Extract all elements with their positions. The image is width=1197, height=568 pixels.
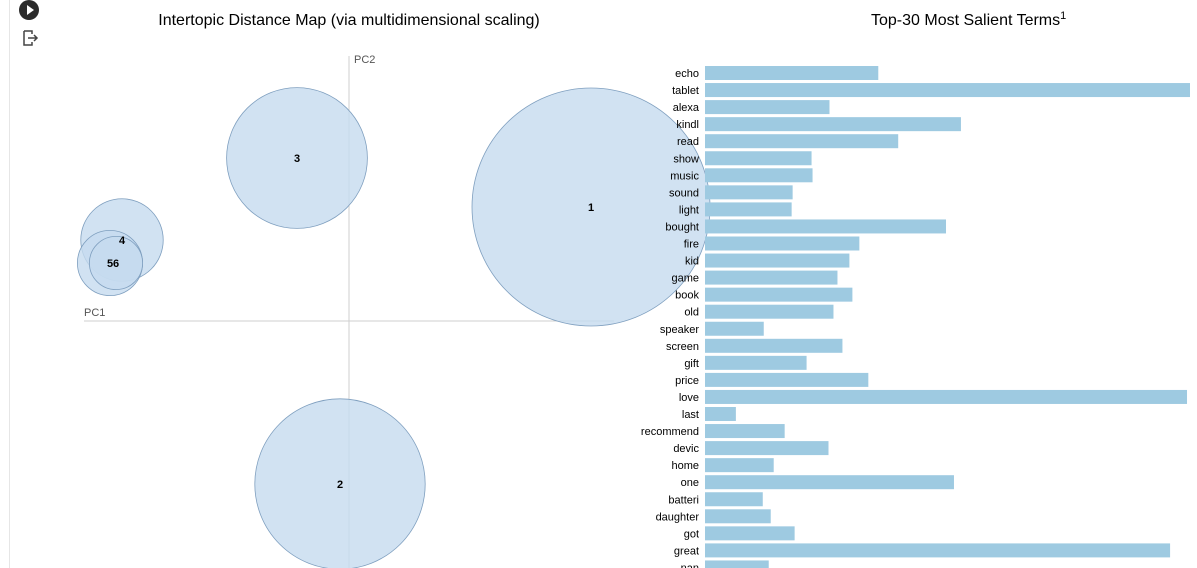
term-label-home[interactable]: home xyxy=(671,460,699,472)
term-label-gift[interactable]: gift xyxy=(684,358,699,370)
term-bar-price[interactable] xyxy=(705,372,869,387)
term-bars: echo tablet alexa kindl read show music sound li… xyxy=(641,66,1190,568)
term-label-tablet[interactable]: tablet xyxy=(672,85,699,97)
term-label-daughter[interactable]: daughter xyxy=(656,511,700,523)
term-bar-love[interactable] xyxy=(705,389,1188,404)
term-bar-light[interactable] xyxy=(705,202,792,217)
salient-terms-panel: Top-30 Most Salient Terms1 echo tablet ale… xyxy=(641,10,1190,568)
term-bar-fire[interactable] xyxy=(705,236,860,251)
term-bar-one[interactable] xyxy=(705,475,954,490)
cell-gutter xyxy=(0,0,10,568)
term-bar-alexa[interactable] xyxy=(705,100,830,115)
term-bar-kid[interactable] xyxy=(705,253,850,268)
intertopic-map: Intertopic Distance Map (via multidimens… xyxy=(77,12,711,568)
term-label-book[interactable]: book xyxy=(675,290,699,302)
term-label-kid[interactable]: kid xyxy=(685,256,699,268)
term-bar-great[interactable] xyxy=(705,543,1171,558)
term-bar-sound[interactable] xyxy=(705,185,793,200)
topic-label-6: 6 xyxy=(113,258,119,270)
output-icon[interactable] xyxy=(21,29,39,47)
term-bar-music[interactable] xyxy=(705,168,813,183)
term-label-great[interactable]: great xyxy=(674,545,699,557)
term-bar-screen[interactable] xyxy=(705,338,843,353)
term-label-kindl[interactable]: kindl xyxy=(676,119,699,131)
term-label-recommend[interactable]: recommend xyxy=(641,426,699,438)
term-label-light[interactable]: light xyxy=(679,204,699,216)
term-label-show[interactable]: show xyxy=(673,153,699,165)
pc1-label: PC1 xyxy=(84,307,105,319)
terms-title: Top-30 Most Salient Terms1 xyxy=(871,10,1066,29)
term-bar-tablet[interactable] xyxy=(705,83,1190,98)
term-bar-batteri[interactable] xyxy=(705,492,763,507)
topic-label-3: 3 xyxy=(294,153,300,165)
term-bar-home[interactable] xyxy=(705,458,774,473)
term-label-alexa[interactable]: alexa xyxy=(673,102,700,114)
topic-circle-3[interactable] xyxy=(226,87,368,229)
term-bar-read[interactable] xyxy=(705,134,899,149)
term-label-devic[interactable]: devic xyxy=(673,443,699,455)
term-label-batteri[interactable]: batteri xyxy=(668,494,699,506)
term-bar-speaker[interactable] xyxy=(705,321,764,336)
term-bar-recommend[interactable] xyxy=(705,424,785,439)
term-label-last[interactable]: last xyxy=(682,409,699,421)
term-bar-devic[interactable] xyxy=(705,441,829,456)
topic-circle-6[interactable] xyxy=(88,235,144,291)
term-label-music[interactable]: music xyxy=(670,170,699,182)
term-bar-daughter[interactable] xyxy=(705,509,771,524)
term-bar-kindl[interactable] xyxy=(705,117,961,132)
term-bar-book[interactable] xyxy=(705,287,853,302)
term-bar-old[interactable] xyxy=(705,304,834,319)
term-label-price[interactable]: price xyxy=(675,375,699,387)
term-label-speaker[interactable]: speaker xyxy=(660,324,699,336)
term-label-old[interactable]: old xyxy=(684,307,699,319)
term-label-nan[interactable]: nan xyxy=(681,562,699,568)
topic-label-4: 4 xyxy=(119,235,126,247)
term-bar-got[interactable] xyxy=(705,526,795,541)
term-bar-game[interactable] xyxy=(705,270,838,285)
term-label-fire[interactable]: fire xyxy=(684,239,699,251)
term-bar-gift[interactable] xyxy=(705,355,807,370)
term-label-one[interactable]: one xyxy=(681,477,699,489)
term-bar-show[interactable] xyxy=(705,151,812,166)
term-label-bought[interactable]: bought xyxy=(665,221,699,233)
pc2-label: PC2 xyxy=(354,54,375,66)
term-bar-echo[interactable] xyxy=(705,66,879,80)
topic-circles: 1 2 3 45 6 xyxy=(77,87,711,568)
map-title: Intertopic Distance Map (via multidimens… xyxy=(158,12,540,29)
topic-label-5: 5 xyxy=(107,258,113,270)
term-label-screen[interactable]: screen xyxy=(666,341,699,353)
topic-label-1: 1 xyxy=(588,202,594,214)
term-label-echo[interactable]: echo xyxy=(675,68,699,80)
topic-circle-2[interactable] xyxy=(254,398,426,568)
term-label-read[interactable]: read xyxy=(677,136,699,148)
term-bar-nan[interactable] xyxy=(705,560,769,568)
term-bar-bought[interactable] xyxy=(705,219,947,234)
topic-label-2: 2 xyxy=(337,479,343,491)
term-label-sound[interactable]: sound xyxy=(669,187,699,199)
term-label-game[interactable]: game xyxy=(671,273,699,285)
term-bar-last[interactable] xyxy=(705,407,736,421)
term-label-got[interactable]: got xyxy=(684,528,699,540)
term-label-love[interactable]: love xyxy=(679,392,699,404)
run-cell-button[interactable] xyxy=(19,0,39,20)
